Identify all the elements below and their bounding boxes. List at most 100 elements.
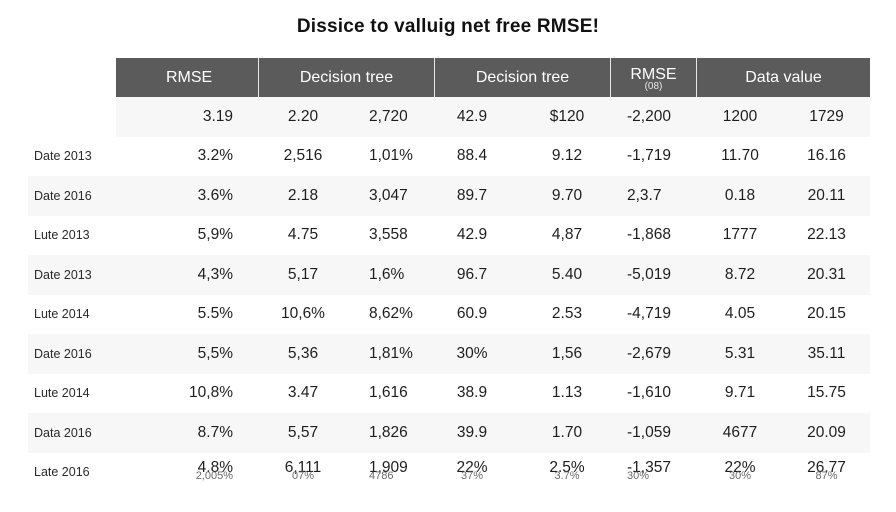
table-cell: 2.53 xyxy=(523,294,611,334)
header-blank-cell xyxy=(28,58,116,97)
table-cell: 26.77 87% xyxy=(783,452,870,492)
table-cell: -1,868 xyxy=(611,215,697,255)
cell-stack: -1,357 30% xyxy=(627,459,671,483)
table-cell: 5,57 xyxy=(259,413,347,453)
table-cell: 3.2% xyxy=(116,136,259,176)
table-row: Lute 2014 5.5% 10,6% 8,62% 60.9 2.53 -4,719 4.0… xyxy=(28,294,870,334)
cell-stack: 22% 37% xyxy=(456,459,488,483)
cell-subvalue: 2,005% xyxy=(195,470,233,483)
header-rmse-08: RMSE (08) xyxy=(611,58,697,97)
table-cell: 1,01% xyxy=(347,136,435,176)
table-cell: 1,56 xyxy=(523,334,611,374)
table-cell: 8.72 xyxy=(697,255,783,295)
table-cell: 89.7 xyxy=(435,176,523,216)
table-cell: 20.31 xyxy=(783,255,870,295)
table-cell: 3.6% xyxy=(116,176,259,216)
cell-value: -1,357 xyxy=(627,459,671,477)
table-cell: 5.40 xyxy=(523,255,611,295)
table-cell: 2.18 xyxy=(259,176,347,216)
table-row: Lute 2014 10,8% 3.47 1,616 38.9 1.13 -1,610 9.7… xyxy=(28,373,870,413)
row-label: Lute 2014 xyxy=(28,373,116,413)
cell-value: 4.8% xyxy=(197,459,233,477)
table-cell: 9.71 xyxy=(697,373,783,413)
table-cell: 22% 37% xyxy=(435,452,523,492)
table-cell: 1.70 xyxy=(523,413,611,453)
header-data-value: Data value xyxy=(697,58,870,97)
row-label: Late 2016 xyxy=(28,452,116,492)
table-cell: 9.12 xyxy=(523,136,611,176)
row-label: Lute 2013 xyxy=(28,215,116,255)
table-cell: 88.4 xyxy=(435,136,523,176)
table-cell: 5,5% xyxy=(116,334,259,374)
cell-subvalue: 07% xyxy=(291,470,315,483)
table-cell: 3.47 xyxy=(259,373,347,413)
table-cell: 16.16 xyxy=(783,136,870,176)
table-cell: 9.70 xyxy=(523,176,611,216)
cell-subvalue: 3.7% xyxy=(554,470,580,483)
table-cell: 11.70 xyxy=(697,136,783,176)
cell-value: 22% xyxy=(456,459,488,477)
table-cell: 42.9 xyxy=(435,97,523,137)
cell-subvalue: 30% xyxy=(627,470,650,483)
table-cell: 1200 xyxy=(697,97,783,137)
table-cell: 1,81% xyxy=(347,334,435,374)
table-row: Date 2013 3.2% 2,516 1,01% 88.4 9.12 -1,719 11.… xyxy=(28,136,870,176)
table-cell: 4.8% 2,005% xyxy=(116,452,259,492)
table-row: Lute 2013 5,9% 4.75 3,558 42.9 4,87 -1,868 1777… xyxy=(28,215,870,255)
table-row: Date 2016 5,5% 5,36 1,81% 30% 1,56 -2,679 5.31 3… xyxy=(28,334,870,374)
row-label: Lute 2014 xyxy=(28,294,116,334)
table-cell: 10,6% xyxy=(259,294,347,334)
cell-value: 6,111 xyxy=(284,459,322,477)
table-cell: 0.18 xyxy=(697,176,783,216)
table-cell: 60.9 xyxy=(435,294,523,334)
header-rmse-08-label: RMSE xyxy=(630,66,677,83)
table-cell: 5,36 xyxy=(259,334,347,374)
row-label: Date 2016 xyxy=(28,334,116,374)
cell-subvalue: 87% xyxy=(815,470,838,483)
table-cell: 22% 30% xyxy=(697,452,783,492)
table-cell: 4.05 xyxy=(697,294,783,334)
table-cell: 2,516 xyxy=(259,136,347,176)
cell-stack: 6,111 07% xyxy=(284,459,322,483)
table-cell: 6,111 07% xyxy=(259,452,347,492)
table-cell: 4677 xyxy=(697,413,783,453)
cell-stack: 1,909 4786 xyxy=(369,459,408,482)
table-cell: -5,019 xyxy=(611,255,697,295)
table-cell: 4,87 xyxy=(523,215,611,255)
table-cell: 35.11 xyxy=(783,334,870,374)
cell-subvalue: 30% xyxy=(728,470,752,483)
table-cell: 1777 xyxy=(697,215,783,255)
table-cell: 20.11 xyxy=(783,176,870,216)
table-cell: 5,9% xyxy=(116,215,259,255)
table-cell: -1,610 xyxy=(611,373,697,413)
table-cell: 96.7 xyxy=(435,255,523,295)
table-cell: 3,558 xyxy=(347,215,435,255)
cell-value: 22% xyxy=(724,459,756,477)
table-row: 3.19 2.20 2,720 42.9 $120 -2,200 1200 1729 xyxy=(28,97,870,137)
header-rmse: RMSE xyxy=(116,58,259,97)
cell-stack: 26.77 87% xyxy=(807,459,846,483)
cell-subvalue: 37% xyxy=(460,470,484,483)
table-cell: -4,719 xyxy=(611,294,697,334)
table-cell: 1,826 xyxy=(347,413,435,453)
table-row: Data 2016 8.7% 5,57 1,826 39.9 1.70 -1,059 4677… xyxy=(28,413,870,453)
table-cell: 2,3.7 xyxy=(611,176,697,216)
table-cell: 5.5% xyxy=(116,294,259,334)
row-label: Date 2016 xyxy=(28,176,116,216)
table-cell: -2,200 xyxy=(611,97,697,137)
table-row: Late 2016 4.8% 2,005% 6,111 07% 1,909 4786 22% 3… xyxy=(28,452,870,492)
row-label: Date 2013 xyxy=(28,136,116,176)
table-cell: $120 xyxy=(523,97,611,137)
header-rmse-08-sub: (08) xyxy=(644,81,663,92)
table-cell: -1,357 30% xyxy=(611,452,697,492)
table-cell: -1,059 xyxy=(611,413,697,453)
cell-value: 26.77 xyxy=(807,459,846,477)
cell-stack: 2.5% 3.7% xyxy=(549,460,584,483)
data-table: RMSE Decision tree Decision tree RMSE (0… xyxy=(28,58,870,492)
table-cell: 2,720 xyxy=(347,97,435,137)
table-cell: 1,909 4786 xyxy=(347,452,435,492)
cell-value: 1,909 xyxy=(369,459,408,477)
table-cell: -2,679 xyxy=(611,334,697,374)
header-decision-tree-2: Decision tree xyxy=(435,58,611,97)
